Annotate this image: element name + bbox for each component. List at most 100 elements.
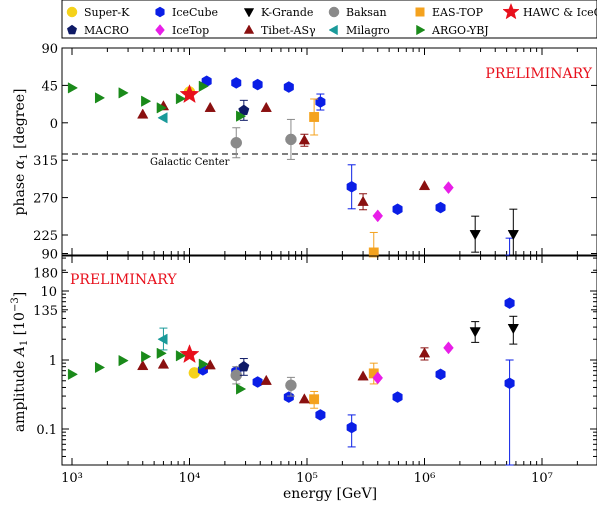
legend-item-super-k: Super-K xyxy=(66,6,130,19)
legend-item-baksan: Baksan xyxy=(328,6,387,19)
data-point xyxy=(67,82,79,94)
data-point xyxy=(118,354,129,367)
data-point xyxy=(141,95,152,107)
data-point xyxy=(260,374,272,385)
legend: Super-K IceCube K-Grande Baksan EAS-TOP HAWC … xyxy=(66,2,597,37)
data-point xyxy=(443,341,454,355)
phase-panel: Galactic Center PRELIMINARY 90 45 0 315 270 2… xyxy=(12,42,597,319)
series-baksan xyxy=(230,366,297,397)
series-hawc-icecube xyxy=(179,84,200,104)
phase-y-tick-label: 225 xyxy=(33,229,58,244)
phase-y-ticks: 90 45 0 315 270 225 180 135 90 xyxy=(33,42,597,319)
data-point xyxy=(157,358,170,369)
legend-label: IceTop xyxy=(172,24,209,37)
tibet-as-legend-marker xyxy=(243,24,255,34)
data-point xyxy=(198,358,209,370)
amplitude-y-tick-label: 10 xyxy=(40,285,57,300)
energy-axis-label: energy [GeV] xyxy=(283,486,377,502)
legend-label: MACRO xyxy=(84,24,129,37)
data-point xyxy=(346,421,357,434)
data-point xyxy=(156,347,167,359)
data-point xyxy=(238,360,250,372)
data-point xyxy=(504,297,515,309)
milagro-legend-marker xyxy=(328,24,338,36)
amplitude-axis-label: amplitude A1 [10−3] xyxy=(10,292,30,432)
data-point xyxy=(156,102,167,114)
phase-y-tick-label: 315 xyxy=(33,154,58,169)
data-point xyxy=(236,383,247,395)
data-point xyxy=(175,93,187,105)
k-grande-legend-marker xyxy=(243,8,255,18)
series-icecube xyxy=(201,75,515,309)
data-point xyxy=(94,92,106,104)
data-point xyxy=(283,391,294,403)
data-point xyxy=(137,108,149,119)
icetop-legend-marker xyxy=(155,24,165,36)
data-point xyxy=(507,230,519,241)
data-point xyxy=(392,391,403,403)
series-k-grande xyxy=(469,208,519,256)
data-point xyxy=(346,181,357,193)
data-point xyxy=(469,327,481,338)
data-point xyxy=(443,181,454,195)
series-icetop xyxy=(372,181,454,223)
data-point xyxy=(179,344,200,364)
preliminary-label-top: PRELIMINARY xyxy=(485,66,592,82)
data-point xyxy=(231,77,242,89)
data-point xyxy=(141,350,152,363)
phase-y-tick-label: 0 xyxy=(50,117,58,132)
data-point xyxy=(285,133,297,146)
data-point xyxy=(252,78,263,91)
series-argo-ybj xyxy=(67,347,247,395)
data-point xyxy=(315,96,326,108)
data-point xyxy=(157,333,168,345)
energy-x-tick-label: 10³ xyxy=(61,471,83,486)
amplitude-data-points xyxy=(67,315,519,466)
series-milagro xyxy=(157,112,168,124)
data-point xyxy=(252,376,263,388)
data-point xyxy=(309,394,320,405)
energy-x-tick-label: 10⁴ xyxy=(179,471,201,486)
series-macro xyxy=(238,358,250,376)
phase-y-tick-label: 270 xyxy=(33,192,58,207)
series-baksan xyxy=(230,118,297,160)
series-hawc-icecube xyxy=(179,344,200,364)
series-k-grande xyxy=(469,315,519,345)
legend-item-eas-top: EAS-TOP xyxy=(415,6,484,19)
data-point xyxy=(418,347,431,358)
series-icetop xyxy=(372,341,454,385)
energy-x-ticks: 10³ 10⁴ 10⁵ 10⁶ 10⁷ xyxy=(61,256,578,486)
data-point xyxy=(238,104,250,116)
series-tibet-as xyxy=(137,100,431,211)
amplitude-y-tick-label: 1 xyxy=(49,354,57,369)
legend-frame xyxy=(61,0,597,39)
data-point xyxy=(230,136,243,149)
legend-item-icecube: IceCube xyxy=(155,6,218,19)
phase-y-tick-label: 135 xyxy=(33,304,58,319)
phase-axis-label: phase α1 [degree] xyxy=(12,89,30,216)
data-point xyxy=(418,179,431,191)
hawc-icecube-legend-marker xyxy=(502,2,520,20)
amplitude-panel: PRELIMINARY 0.1 1 10 10³ 10⁴ 10⁵ 10⁶ 10⁷ ampli… xyxy=(10,255,597,502)
legend-label: Milagro xyxy=(346,24,390,37)
phase-plot-frame xyxy=(61,47,597,256)
series-milagro xyxy=(157,327,168,351)
legend-label: Super-K xyxy=(84,6,130,19)
legend-label: K-Grande xyxy=(261,6,313,19)
legend-label: HAWC & IceCube xyxy=(523,6,597,19)
energy-x-tick-label: 10⁷ xyxy=(531,471,553,486)
legend-item-milagro: Milagro xyxy=(328,24,390,37)
data-point xyxy=(392,203,403,216)
data-point xyxy=(157,112,168,124)
data-point xyxy=(357,370,369,381)
phase-x-ticks xyxy=(71,48,578,255)
legend-item-k-grande: K-Grande xyxy=(243,6,313,19)
data-point xyxy=(137,359,149,371)
data-point xyxy=(504,377,515,390)
legend-label: Baksan xyxy=(346,6,387,19)
data-point xyxy=(309,112,320,122)
data-point xyxy=(507,323,519,335)
legend-label: EAS-TOP xyxy=(432,6,484,19)
legend-item-hawc-icecube: HAWC & IceCube xyxy=(502,2,597,20)
data-point xyxy=(67,368,79,380)
